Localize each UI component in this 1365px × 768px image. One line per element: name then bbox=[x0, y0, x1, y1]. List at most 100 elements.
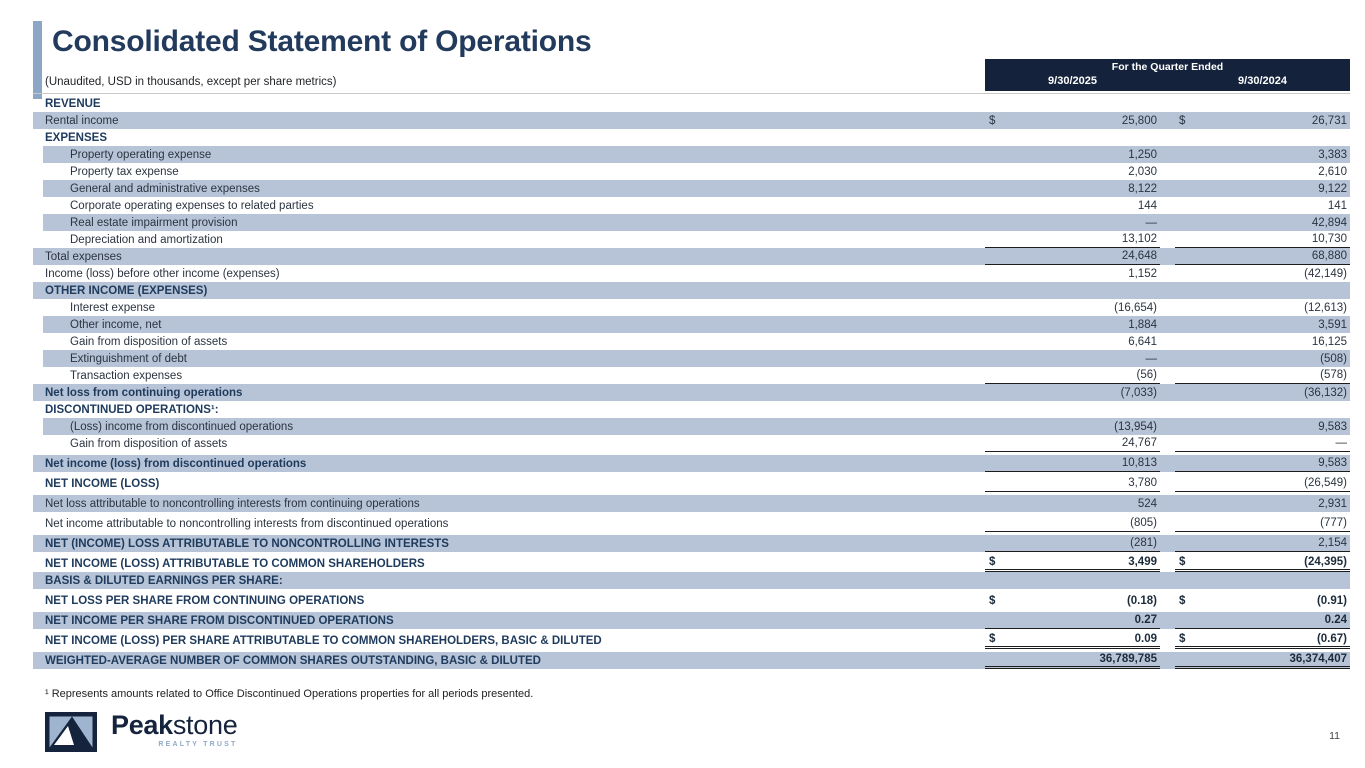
value-cell-2025: 36,789,785 bbox=[985, 652, 1160, 669]
row-content: Corporate operating expenses to related … bbox=[43, 197, 1350, 214]
row-content: NET INCOME (LOSS) ATTRIBUTABLE TO COMMON… bbox=[33, 555, 1350, 572]
column-gap bbox=[1160, 401, 1175, 418]
value-2024: — bbox=[1335, 437, 1348, 449]
row-content: Real estate impairment provision — 42,89… bbox=[43, 214, 1350, 231]
column-gap bbox=[1160, 535, 1175, 552]
row-label: DISCONTINUED OPERATIONS¹: bbox=[45, 403, 219, 416]
value-2025: 144 bbox=[1137, 199, 1157, 212]
value-2024: 42,894 bbox=[1311, 216, 1347, 229]
row-content: Net loss from continuing operations (7,0… bbox=[33, 384, 1350, 401]
value-cell-2024: (36,132) bbox=[1175, 384, 1350, 401]
value-cell-2024: 10,730 bbox=[1175, 231, 1350, 248]
row-content: Property operating expense 1,250 3,383 bbox=[43, 146, 1350, 163]
row-content: (Loss) income from discontinued operatio… bbox=[43, 418, 1350, 435]
value-2025: 6,641 bbox=[1128, 335, 1157, 348]
dollar-sign: $ bbox=[1179, 594, 1186, 607]
brand-name: Peakstone bbox=[111, 710, 238, 740]
value-cell-2024: $ (0.91) bbox=[1175, 592, 1350, 609]
row-content: Gain from disposition of assets 6,641 16… bbox=[43, 333, 1350, 350]
column-gap bbox=[1160, 265, 1175, 282]
column-header-2025: 9/30/2025 bbox=[1048, 75, 1097, 87]
value-cell-2024: 9,583 bbox=[1175, 455, 1350, 472]
row-label: Real estate impairment provision bbox=[70, 216, 238, 229]
row-label: NET INCOME (LOSS) PER SHARE ATTRIBUTABLE… bbox=[45, 634, 602, 647]
dollar-sign: $ bbox=[989, 114, 996, 127]
table-row: BASIS & DILUTED EARNINGS PER SHARE: bbox=[33, 572, 1350, 589]
value-2024: (42,149) bbox=[1304, 267, 1347, 280]
value-cell-2024: (508) bbox=[1175, 350, 1350, 367]
column-gap bbox=[1160, 214, 1175, 231]
value-cell-2025: (281) bbox=[985, 535, 1160, 552]
column-gap bbox=[1160, 418, 1175, 435]
row-content: Income (loss) before other income (expen… bbox=[33, 265, 1350, 282]
value-cell-2025: 24,767 bbox=[985, 435, 1160, 452]
value-2025: 36,789,785 bbox=[1099, 653, 1157, 665]
row-label: EXPENSES bbox=[45, 131, 107, 144]
column-gap bbox=[1160, 572, 1175, 589]
column-gap bbox=[1160, 495, 1175, 512]
value-cell-2024: 141 bbox=[1175, 197, 1350, 214]
column-gap bbox=[1160, 316, 1175, 333]
value-2024: 36,374,407 bbox=[1289, 653, 1347, 665]
value-cell-2025: $ 25,800 bbox=[985, 112, 1160, 129]
value-2025: (0.18) bbox=[1126, 594, 1157, 607]
table-row: NET INCOME (LOSS) ATTRIBUTABLE TO COMMON… bbox=[33, 555, 1350, 572]
value-2024: (36,132) bbox=[1304, 386, 1347, 399]
value-cell-2024: 3,591 bbox=[1175, 316, 1350, 333]
value-cell-2024: — bbox=[1175, 435, 1350, 452]
value-cell-2025: — bbox=[985, 350, 1160, 367]
row-indent-spacer bbox=[33, 435, 43, 452]
table-row: EXPENSES bbox=[33, 129, 1350, 146]
value-cell-2024: $ (24,395) bbox=[1175, 555, 1350, 572]
value-cell-2025 bbox=[985, 401, 1160, 418]
dollar-sign: $ bbox=[1179, 114, 1186, 127]
table-row: Property tax expense 2,030 2,610 bbox=[33, 163, 1350, 180]
value-2025: 3,499 bbox=[1128, 556, 1157, 568]
row-content: Gain from disposition of assets 24,767 — bbox=[43, 435, 1350, 452]
value-2025: 10,813 bbox=[1121, 457, 1157, 469]
value-cell-2025: $ 0.09 bbox=[985, 632, 1160, 649]
dollar-sign: $ bbox=[1179, 633, 1186, 645]
value-cell-2025: 524 bbox=[985, 495, 1160, 512]
value-cell-2024: (42,149) bbox=[1175, 265, 1350, 282]
value-2025: — bbox=[1145, 216, 1158, 229]
column-gap bbox=[1160, 146, 1175, 163]
column-gap bbox=[1160, 248, 1175, 265]
table-row: Corporate operating expenses to related … bbox=[33, 197, 1350, 214]
brand-tagline: REALTY TRUST bbox=[158, 741, 238, 748]
value-cell-2024: $ 26,731 bbox=[1175, 112, 1350, 129]
table-row: Depreciation and amortization 13,102 10,… bbox=[33, 231, 1350, 248]
row-label: Net income attributable to noncontrollin… bbox=[45, 517, 449, 530]
row-content: NET INCOME (LOSS) 3,780 (26,549) bbox=[33, 475, 1350, 492]
page-subtitle: (Unaudited, USD in thousands, except per… bbox=[45, 76, 337, 88]
column-gap bbox=[1160, 231, 1175, 248]
column-gap bbox=[1160, 299, 1175, 316]
row-label: Net loss from continuing operations bbox=[45, 386, 243, 399]
value-2024: 2,154 bbox=[1318, 537, 1347, 549]
row-content: Total expenses 24,648 68,880 bbox=[33, 248, 1350, 265]
value-2025: — bbox=[1145, 352, 1158, 365]
table-row: Property operating expense 1,250 3,383 bbox=[33, 146, 1350, 163]
row-label: Transaction expenses bbox=[70, 369, 183, 382]
value-cell-2025: 3,780 bbox=[985, 475, 1160, 492]
row-content: Depreciation and amortization 13,102 10,… bbox=[43, 231, 1350, 248]
brand-name-bold: Peak bbox=[111, 710, 173, 740]
row-label: Net loss attributable to noncontrolling … bbox=[45, 497, 420, 510]
value-cell-2025: (16,654) bbox=[985, 299, 1160, 316]
row-label: Property operating expense bbox=[70, 148, 212, 161]
value-2024: 10,730 bbox=[1311, 233, 1347, 245]
value-2025: 0.27 bbox=[1134, 614, 1157, 626]
row-content: General and administrative expenses 8,12… bbox=[43, 180, 1350, 197]
footnote: ¹ Represents amounts related to Office D… bbox=[45, 688, 534, 700]
table-row: Interest expense (16,654) (12,613) bbox=[33, 299, 1350, 316]
mountain-peak-icon bbox=[45, 712, 97, 752]
row-label: (Loss) income from discontinued operatio… bbox=[70, 420, 294, 433]
value-cell-2025: (13,954) bbox=[985, 418, 1160, 435]
column-gap bbox=[1160, 282, 1175, 299]
value-cell-2025: (7,033) bbox=[985, 384, 1160, 401]
row-label: Gain from disposition of assets bbox=[70, 335, 228, 348]
value-cell-2024: 2,610 bbox=[1175, 163, 1350, 180]
value-cell-2025: 1,152 bbox=[985, 265, 1160, 282]
row-indent-spacer bbox=[33, 163, 43, 180]
